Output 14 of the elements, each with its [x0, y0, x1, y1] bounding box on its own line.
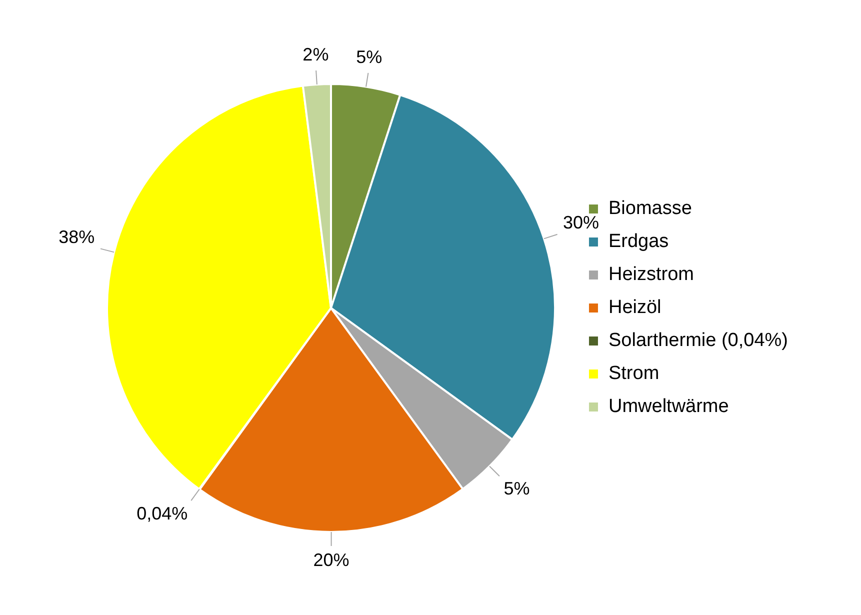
legend-label: Umweltwärme: [608, 396, 729, 418]
legend-label: Erdgas: [608, 231, 669, 252]
legend-label: Heizstrom: [608, 264, 694, 286]
data-label: 5%: [504, 478, 530, 498]
legend-label: Heizöl: [608, 297, 662, 318]
data-label: 30%: [563, 212, 600, 232]
legend-label: Strom: [608, 363, 660, 384]
data-label: 20%: [313, 550, 350, 570]
data-label: 0,04%: [136, 503, 188, 524]
legend-label: Solarthermie (0,04%): [608, 330, 788, 352]
legend-label: Biomasse: [608, 198, 692, 220]
data-label: 5%: [356, 46, 382, 67]
data-label: 2%: [302, 44, 329, 64]
data-label: 38%: [58, 227, 95, 248]
